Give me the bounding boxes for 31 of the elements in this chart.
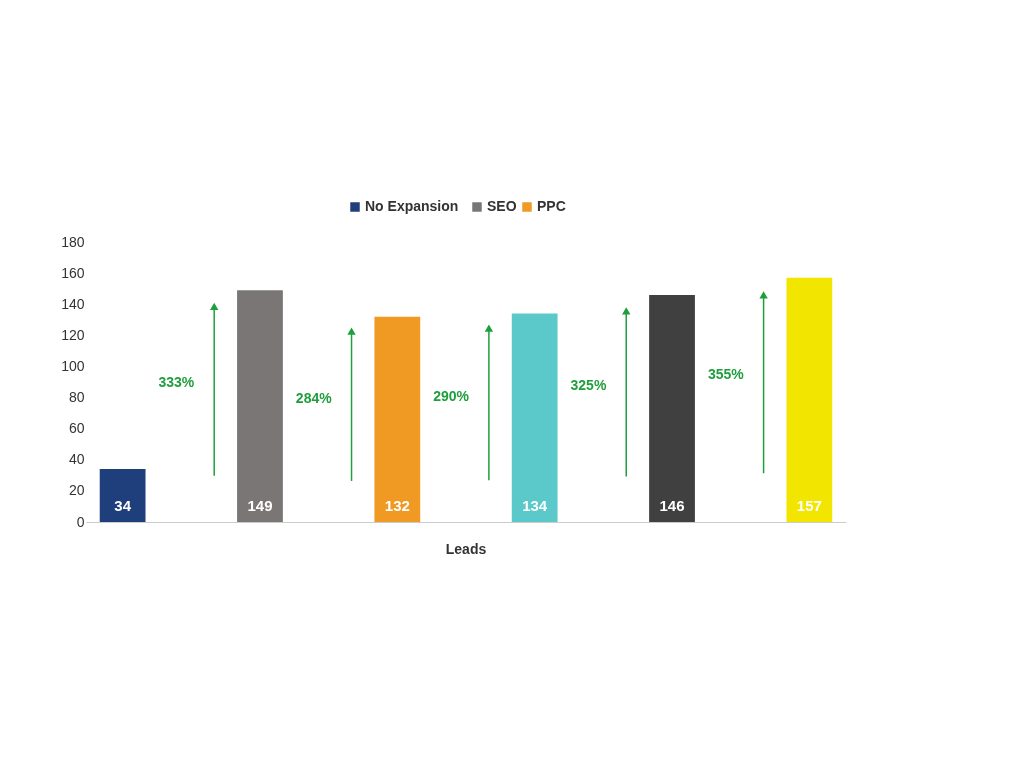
data-label: 146 [659,497,685,514]
annotation: 325% [570,376,607,393]
data-label: 132 [384,497,410,514]
bar [786,277,833,522]
annotation: 284% [295,389,333,406]
bar [99,469,146,522]
y-tick-label: 0 [76,513,85,530]
legend-label: SEO [487,198,517,214]
y-tick-label: 180 [61,233,85,250]
y-tick-label: 160 [61,264,85,281]
data-label: 34 [114,497,132,514]
data-label: 134 [522,497,548,514]
bar [649,294,695,522]
y-tick-label: 140 [61,295,85,312]
bar [237,290,283,522]
y-tick-label: 100 [61,357,85,374]
x-tick-label: Leads [445,540,487,557]
legend-label: No Expansion [365,198,459,214]
data-label: 149 [247,497,273,514]
y-tick-label: 60 [68,420,85,437]
y-tick-label: 80 [68,389,85,406]
y-tick-label: 40 [68,451,85,468]
annotation: 290% [433,387,470,404]
legend-label: PPC [537,198,566,214]
y-tick-label: 120 [61,326,85,343]
data-label: 157 [796,497,822,514]
annotation: 355% [707,366,745,383]
bar [374,316,421,522]
annotation: 333% [158,373,195,390]
bar [511,313,558,522]
y-tick-label: 20 [68,482,85,499]
